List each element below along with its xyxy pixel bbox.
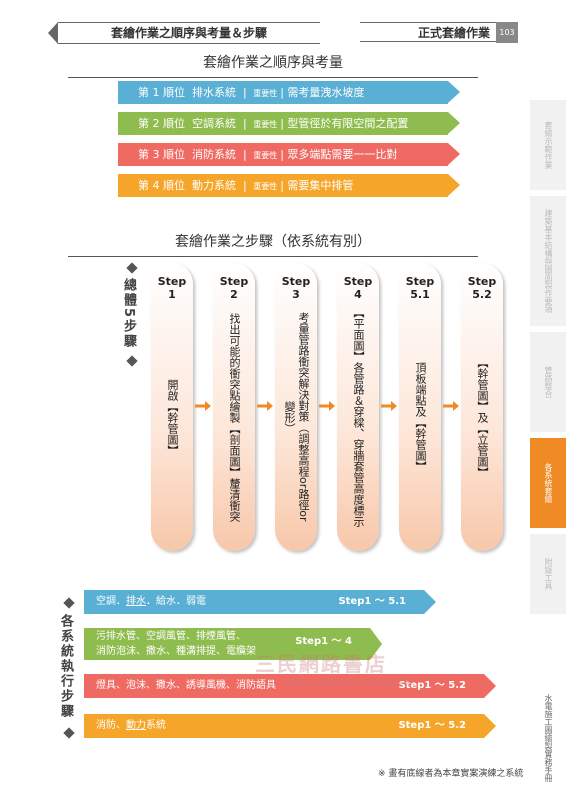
step-desc: 【平面圖】各管路＆穿樑、穿牆套管高度標示 (352, 307, 365, 527)
section2-title-text: 套繪作業之步驟（依系統有別） (175, 234, 371, 250)
priority-system: 空調系統 (192, 117, 236, 130)
priority-note: 型管徑於有限空間之配置 (287, 117, 409, 130)
side-tab-5[interactable]: 附錄工具 (530, 534, 566, 614)
system-band-3: 燈具、泡沫、撒水、誘導風機、消防語具 Step1 ～ 5.2 (84, 674, 496, 698)
priority-rank: 第 2 順位 (138, 117, 185, 130)
step-card-2: Step 2 找出可能的衝突點繪製【剖面圖】釐清衝突 (213, 263, 255, 551)
arrow-right-icon (443, 401, 459, 411)
priority-tag: 重要性 (253, 120, 278, 129)
band-text-underlined: 排水 (126, 596, 146, 607)
priority-rank: 第 3 順位 (138, 148, 185, 161)
arrow-right-icon (195, 401, 211, 411)
band-text: 系統 (146, 720, 166, 731)
header-right-title: 正式套繪作業 (360, 22, 496, 42)
step-card-5-2: Step 5.2 【幹管圖】及【立管圖】 (461, 263, 503, 551)
band-text-line1: 污排水管、空調風管、排煙風管、 (96, 631, 246, 642)
step-desc: 【幹管圖】及【立管圖】 (476, 356, 489, 478)
step-desc: 頂板端點及【幹管圖】 (414, 362, 427, 472)
systems-side-label: 各系統執行步驟 (58, 614, 73, 719)
priority-4: 第 4 順位 動力系統 | 重要性 | 需要集中排管 (118, 174, 460, 197)
system-band-4: 消防、動力系統 Step1 ～ 5.2 (84, 714, 496, 738)
step-card-4: Step 4 【平面圖】各管路＆穿樑、穿牆套管高度標示 (337, 263, 379, 551)
step-head: Step 5.1 (405, 275, 435, 301)
page-header: 套繪作業之順序與考量＆步驟 正式套繪作業 103 (0, 18, 566, 48)
band-text-line2: 消防泡沫、撒水、種溝排提、電纜架 (96, 646, 256, 657)
priority-rank: 第 4 順位 (138, 179, 185, 192)
priority-3: 第 3 順位 消防系統 | 重要性 | 眾多端點需要一一比對 (118, 143, 460, 166)
band-text: 消防、 (96, 720, 126, 731)
watermark: 三民網路書店 (255, 652, 387, 676)
band-steps: Step1 ～ 5.2 (398, 680, 466, 691)
section1-title: 套繪作業之順序與考量 (68, 52, 478, 78)
section2-title: 套繪作業之步驟（依系統有別） (68, 231, 478, 257)
step-desc: 找出可能的衝突點繪製【剖面圖】釐清衝突 (228, 312, 241, 522)
page-number: 103 (496, 22, 518, 43)
header-left-title: 套繪作業之順序與考量＆步驟 (48, 22, 320, 44)
priority-system: 動力系統 (192, 179, 236, 192)
priority-note: 需考量洩水坡度 (287, 86, 365, 99)
side-tab-3[interactable]: 管路整合 (530, 332, 566, 432)
step-desc: 考量管路衝突解決對策（調整高程or路徑or變形） (283, 312, 310, 522)
band-text: 燈具、泡沫、撒水、誘導風機、消防語具 (96, 680, 276, 691)
priority-system: 消防系統 (192, 148, 236, 161)
side-tab-2[interactable]: 建築基本結構與圖面製作要領 (530, 196, 566, 326)
priority-tag: 重要性 (253, 89, 278, 98)
system-band-1: 空調．排水．給水．弱電 Step1 ～ 5.1 (84, 590, 436, 614)
band-steps: Step1 ～ 5.1 (338, 596, 406, 607)
footnote: ※ 畫有底線者為本章實案演練之系統 (378, 769, 524, 779)
band-text: 空調． (96, 596, 126, 607)
system-band-2: 污排水管、空調風管、排煙風管、 消防泡沫、撒水、種溝排提、電纜架 Step1 ～… (84, 628, 382, 660)
side-tab-1[interactable]: 套繪示範作業 (530, 100, 566, 190)
step-card-5-1: Step 5.1 頂板端點及【幹管圖】 (399, 263, 441, 551)
step-head: Step 1 (157, 275, 187, 301)
priority-rank: 第 1 順位 (138, 86, 185, 99)
section1-title-text: 套繪作業之順序與考量 (203, 55, 343, 71)
arrow-right-icon (381, 401, 397, 411)
diamond-icon (126, 355, 138, 367)
step-head: Step 2 (219, 275, 249, 301)
side-tab-4[interactable]: 各系統套繪 (530, 438, 566, 528)
steps-side-label: 總體5步驟 (121, 278, 136, 350)
priority-tag: 重要性 (253, 151, 278, 160)
arrow-right-icon (319, 401, 335, 411)
priority-1: 第 1 順位 排水系統 | 重要性 | 需考量洩水坡度 (118, 81, 460, 104)
priority-tag: 重要性 (253, 182, 278, 191)
diamond-icon (63, 597, 75, 609)
step-head: Step 4 (343, 275, 373, 301)
watermark-url: www.sanmin.com.tw (285, 676, 414, 689)
step-desc: 開啟【幹管圖】 (166, 378, 179, 456)
step-head: Step 5.2 (467, 275, 497, 301)
band-steps: Step1 ～ 4 (295, 636, 352, 647)
band-steps: Step1 ～ 5.2 (398, 720, 466, 731)
band-text-underlined: 動力 (126, 720, 146, 731)
priority-note: 需要集中排管 (287, 179, 354, 192)
side-book-title: 水電施工圖繪製實務手冊 (530, 690, 566, 786)
priority-note: 眾多端點需要一一比對 (287, 148, 398, 161)
diamond-icon (126, 262, 138, 274)
band-text: ．給水．弱電 (146, 596, 206, 607)
diamond-icon (63, 727, 75, 739)
step-card-3: Step 3 考量管路衝突解決對策（調整高程or路徑or變形） (275, 263, 317, 551)
arrow-right-icon (257, 401, 273, 411)
priority-2: 第 2 順位 空調系統 | 重要性 | 型管徑於有限空間之配置 (118, 112, 460, 135)
priority-system: 排水系統 (192, 86, 236, 99)
step-card-1: Step 1 開啟【幹管圖】 (151, 263, 193, 551)
step-head: Step 3 (281, 275, 311, 301)
